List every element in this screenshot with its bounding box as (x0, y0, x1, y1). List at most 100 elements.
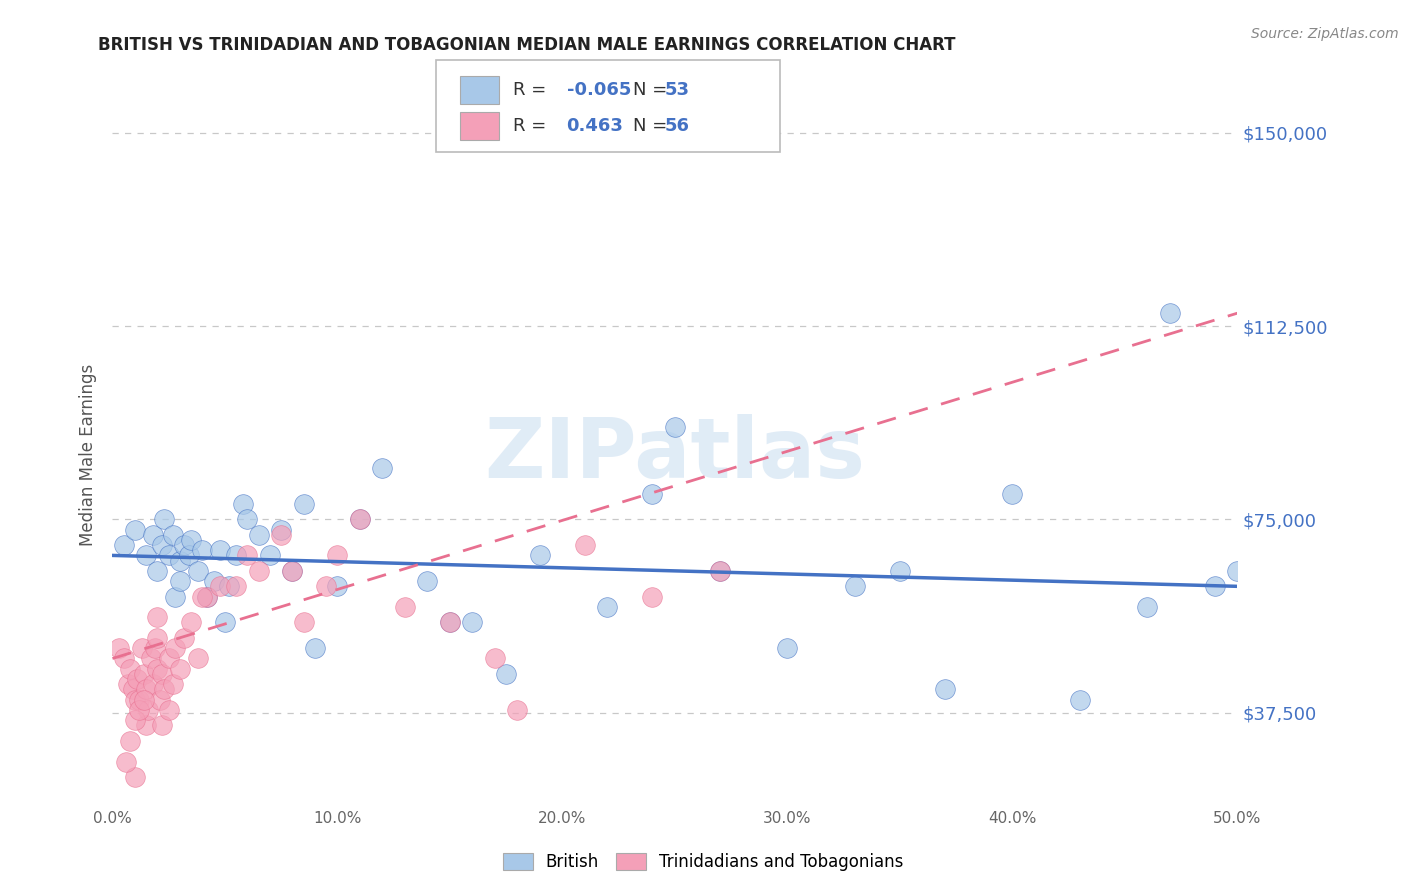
Point (1001, 486, 1024, 500)
Point (1136, 599, 1159, 614)
Point (180, 533, 202, 547)
Point (120, 734, 142, 748)
Text: 53: 53 (665, 81, 690, 99)
Point (641, 590, 664, 604)
Point (150, 538, 173, 552)
Text: -0.065: -0.065 (567, 81, 631, 99)
Point (225, 579, 247, 593)
Point (157, 703, 180, 717)
Point (1204, 579, 1226, 593)
Y-axis label: Median Male Earnings: Median Male Earnings (79, 364, 97, 546)
Point (218, 579, 240, 593)
Point (157, 651, 180, 665)
Point (149, 692, 172, 706)
Point (292, 615, 315, 630)
Point (135, 718, 157, 732)
Point (108, 641, 131, 656)
Point (173, 631, 195, 645)
Point (326, 549, 349, 563)
Legend: British, Trinidadians and Tobagonians: British, Trinidadians and Tobagonians (494, 845, 912, 880)
Point (349, 512, 371, 526)
Point (259, 549, 281, 563)
Point (1226, 564, 1249, 578)
Point (934, 682, 956, 697)
Point (146, 564, 169, 578)
Point (165, 641, 187, 656)
Point (115, 755, 138, 769)
Point (124, 770, 146, 784)
Point (439, 615, 461, 630)
Point (495, 667, 517, 681)
Point (776, 641, 799, 656)
Point (889, 564, 911, 578)
Point (247, 564, 270, 578)
Text: N =: N = (633, 117, 666, 135)
Point (461, 615, 484, 630)
Point (150, 718, 173, 732)
Point (371, 460, 394, 475)
Point (157, 549, 180, 563)
Point (439, 615, 461, 630)
Point (153, 682, 176, 697)
Point (117, 677, 139, 691)
Point (177, 549, 200, 563)
Point (146, 662, 169, 676)
Point (844, 579, 866, 593)
Point (142, 677, 165, 691)
Text: Source: ZipAtlas.com: Source: ZipAtlas.com (1251, 27, 1399, 41)
Point (270, 523, 292, 537)
Point (173, 538, 195, 552)
Point (195, 590, 218, 604)
Point (484, 651, 506, 665)
Text: 0.463: 0.463 (567, 117, 623, 135)
Point (225, 549, 247, 563)
Text: 56: 56 (665, 117, 690, 135)
Point (281, 564, 304, 578)
Point (146, 631, 169, 645)
Point (165, 590, 187, 604)
Point (142, 528, 165, 542)
Point (150, 667, 173, 681)
Point (112, 538, 135, 552)
Point (1069, 692, 1091, 706)
Point (232, 497, 254, 511)
Point (574, 538, 596, 552)
Point (132, 692, 155, 706)
Text: R =: R = (513, 117, 547, 135)
Point (169, 574, 191, 589)
Point (128, 703, 150, 717)
Point (709, 564, 731, 578)
Point (281, 564, 304, 578)
Point (529, 549, 551, 563)
Point (394, 599, 416, 614)
Point (187, 564, 209, 578)
Point (135, 682, 157, 697)
Text: N =: N = (633, 81, 666, 99)
Point (187, 651, 209, 665)
Point (191, 543, 214, 558)
Point (1159, 306, 1181, 320)
Point (247, 528, 270, 542)
Point (121, 682, 143, 697)
Point (270, 528, 292, 542)
Point (146, 610, 169, 624)
Point (191, 590, 214, 604)
Point (214, 615, 236, 630)
Point (143, 641, 166, 656)
Point (124, 714, 146, 728)
Point (349, 512, 371, 526)
Point (162, 677, 184, 691)
Text: BRITISH VS TRINIDADIAN AND TOBAGONIAN MEDIAN MALE EARNINGS CORRELATION CHART: BRITISH VS TRINIDADIAN AND TOBAGONIAN ME… (98, 36, 956, 54)
Point (169, 553, 191, 567)
Point (292, 497, 315, 511)
Point (209, 543, 232, 558)
Point (506, 703, 529, 717)
Point (209, 579, 232, 593)
Text: ZIPatlas: ZIPatlas (485, 415, 865, 495)
Text: R =: R = (513, 81, 547, 99)
Point (202, 574, 225, 589)
Point (416, 574, 439, 589)
Point (596, 599, 619, 614)
Point (664, 419, 686, 434)
Point (128, 692, 150, 706)
